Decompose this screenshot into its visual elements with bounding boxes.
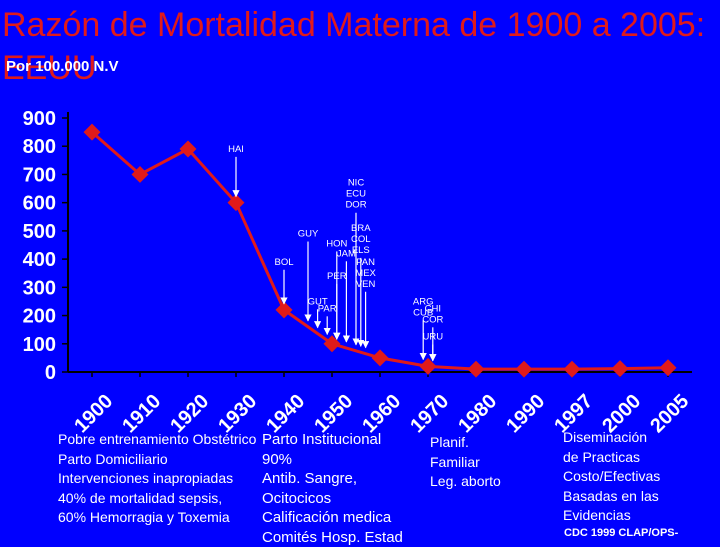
data-point [131, 165, 149, 183]
y-tick-label: 400 [23, 249, 56, 271]
source-credit: CDC 1999 CLAP/OPS- [564, 527, 679, 539]
country-annotation: GUY [298, 229, 319, 240]
y-tick-label: 100 [23, 334, 56, 356]
x-tick-label: 1990 [502, 390, 549, 437]
y-tick-label: 700 [23, 164, 56, 186]
y-tick-label: 600 [23, 193, 56, 215]
note-institutional-period: Parto Institucional 90% Antib. Sangre, O… [262, 431, 403, 546]
data-point [275, 301, 293, 319]
data-point [467, 360, 485, 378]
data-point [611, 360, 629, 378]
country-annotation: COL [351, 234, 371, 245]
data-point [563, 360, 581, 378]
country-annotation: URU [423, 332, 444, 343]
country-annotation: PAR [318, 303, 337, 314]
country-annotation: PER [327, 271, 347, 282]
country-annotation: ARG [413, 296, 434, 307]
country-annotation: ELS [352, 245, 370, 256]
y-tick-label: 200 [23, 306, 56, 328]
page-title: Razón de Mortalidad Materna de 1900 a 20… [2, 6, 706, 87]
country-annotation: JAM [337, 248, 356, 259]
note-early-period: Pobre entrenamiento Obstétrico Parto Dom… [58, 431, 257, 525]
y-tick-label: 500 [23, 221, 56, 243]
page-subtitle: Por 100.000 N.V [6, 58, 119, 75]
x-tick-label: 1980 [454, 390, 501, 437]
data-point [659, 359, 677, 377]
data-point [179, 140, 197, 158]
data-point [515, 360, 533, 378]
y-tick-label: 0 [45, 362, 56, 384]
country-annotation: DOR [345, 200, 366, 211]
country-annotation: GUT [308, 296, 328, 307]
data-point [419, 357, 437, 375]
country-annotation: HON [326, 238, 347, 249]
data-point [371, 349, 389, 367]
y-tick-label: 300 [23, 277, 56, 299]
country-annotation: CHI [425, 303, 441, 314]
x-tick-label: 1970 [406, 390, 453, 437]
country-annotation: CUB [413, 307, 433, 318]
country-annotation: BRA [351, 223, 371, 234]
y-tick-label: 900 [23, 108, 56, 130]
note-family-planning: Planif. Familiar Leg. aborto [430, 434, 501, 489]
y-tick-label: 800 [23, 136, 56, 158]
country-annotation: MEX [355, 268, 376, 279]
country-annotation: VEN [356, 279, 376, 290]
series-line [91, 130, 669, 371]
country-annotation: BOL [274, 257, 293, 268]
country-annotation: HAI [228, 144, 244, 155]
country-annotation: COR [422, 314, 443, 325]
country-annotation: ECU [346, 189, 366, 200]
data-point [227, 194, 245, 212]
country-annotation: NIC [348, 178, 365, 189]
data-point [83, 123, 101, 141]
note-evidence: Diseminación de Practicas Costo/Efectiva… [563, 429, 661, 523]
country-annotation: PAN [356, 257, 375, 268]
